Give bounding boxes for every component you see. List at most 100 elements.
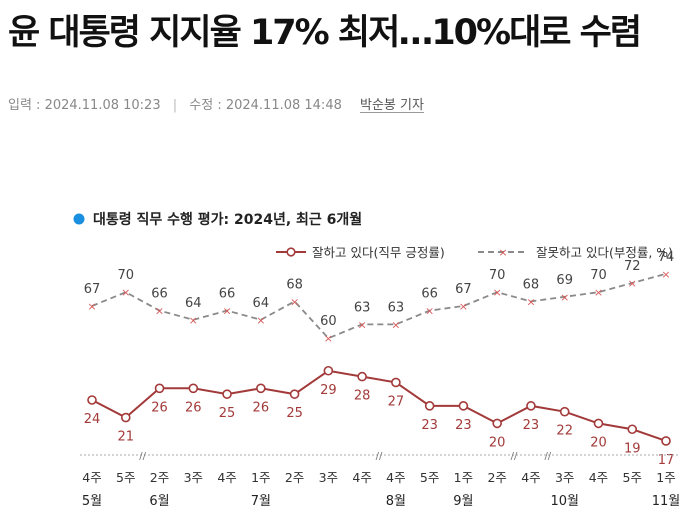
negative-value-label: 63 <box>354 300 371 315</box>
modified-date: 수정 : 2024.11.08 14:48 <box>189 98 342 113</box>
positive-marker <box>627 424 638 435</box>
x-tick-label: 4주 <box>82 470 101 485</box>
negative-value-label: 72 <box>624 259 641 274</box>
series-line-positive <box>91 369 667 442</box>
chart-title-dot <box>73 213 85 225</box>
positive-marker <box>222 389 232 399</box>
positive-value-label: 19 <box>624 441 641 456</box>
legend-label-positive: 잘하고 있다(직무 긍정률) <box>312 245 445 260</box>
x-tick-label: 3주 <box>184 470 203 485</box>
x-month-label: 11월 <box>652 494 681 509</box>
negative-marker: × <box>459 300 468 313</box>
x-tick-label: 2주 <box>285 470 304 485</box>
negative-value-label: 68 <box>286 277 303 292</box>
headline: 윤 대통령 지지율 17% 최저…10%대로 수렴 <box>8 13 642 53</box>
positive-value-label: 21 <box>117 430 134 445</box>
x-month-label: 5월 <box>82 494 102 509</box>
negative-value-label: 70 <box>489 268 506 283</box>
negative-marker: × <box>121 286 130 299</box>
x-tick-label: 4주 <box>217 470 236 485</box>
x-month-label: 6월 <box>149 494 169 509</box>
negative-value-label: 66 <box>151 287 168 302</box>
positive-value-label: 26 <box>253 400 270 415</box>
x-tick-label: 5주 <box>116 470 135 485</box>
x-tick-label: 2주 <box>150 470 169 485</box>
x-tick-label: 5주 <box>420 470 439 485</box>
axis-break-mark: // <box>139 451 146 462</box>
negative-value-label: 64 <box>185 296 202 311</box>
negative-value-label: 67 <box>84 282 101 297</box>
positive-marker <box>188 383 199 394</box>
x-tick-label: 1주 <box>454 470 473 485</box>
meta-divider: | <box>172 98 178 113</box>
axis-break-mark: // <box>544 451 551 462</box>
negative-marker: × <box>87 300 96 313</box>
legend-marker-negative: × <box>498 246 507 259</box>
negative-marker: × <box>222 305 231 318</box>
positive-value-label: 23 <box>421 418 438 433</box>
x-tick-label: 4주 <box>589 470 608 485</box>
positive-marker <box>154 383 165 394</box>
positive-marker <box>424 401 435 411</box>
x-tick-label: 2주 <box>487 470 506 485</box>
positive-marker <box>120 412 131 423</box>
x-tick-label: 4주 <box>386 470 405 485</box>
negative-marker: × <box>560 291 569 304</box>
positive-value-label: 25 <box>286 406 303 421</box>
x-tick-label: 1주 <box>251 470 270 485</box>
negative-value-label: 66 <box>219 287 236 302</box>
negative-value-label: 70 <box>590 268 607 283</box>
reporter-link[interactable]: 박순봉 기자 <box>360 98 424 113</box>
negative-marker: × <box>189 314 198 327</box>
positive-value-label: 26 <box>185 400 202 415</box>
negative-marker: × <box>526 295 535 308</box>
positive-value-label: 27 <box>388 394 405 409</box>
axis-break-mark: // <box>511 451 518 462</box>
negative-marker: × <box>155 305 164 318</box>
positive-value-label: 28 <box>354 389 371 404</box>
positive-value-label: 17 <box>658 453 675 468</box>
positive-marker <box>526 401 536 411</box>
positive-marker <box>661 436 671 446</box>
negative-value-label: 60 <box>320 314 337 329</box>
positive-marker <box>492 418 502 429</box>
positive-value-label: 29 <box>320 383 337 398</box>
positive-marker <box>323 365 334 376</box>
negative-marker: × <box>628 277 637 290</box>
x-tick-label: 4주 <box>521 470 540 485</box>
legend-marker-positive <box>286 247 296 257</box>
positive-marker <box>87 395 97 405</box>
positive-marker <box>458 401 469 411</box>
negative-marker: × <box>594 286 603 299</box>
x-tick-label: 3주 <box>319 470 338 485</box>
negative-marker: × <box>358 318 367 331</box>
negative-marker: × <box>324 332 333 345</box>
positive-value-label: 25 <box>219 406 236 421</box>
positive-marker <box>256 383 266 394</box>
negative-value-label: 67 <box>455 282 472 297</box>
negative-value-label: 63 <box>388 300 405 315</box>
positive-value-label: 20 <box>489 435 506 450</box>
legend-label-negative: 잘못하고 있다(부정률, %) <box>536 245 673 260</box>
chart-title: 대통령 직무 수행 평가: 2024년, 최근 6개월 <box>93 211 362 228</box>
positive-value-label: 22 <box>556 424 573 439</box>
negative-value-label: 69 <box>556 273 573 288</box>
negative-value-label: 70 <box>117 268 134 283</box>
negative-marker: × <box>256 314 265 327</box>
negative-marker: × <box>661 268 670 281</box>
positive-value-label: 26 <box>151 400 168 415</box>
negative-marker: × <box>391 318 400 331</box>
x-month-label: 7월 <box>251 494 271 509</box>
series-line-negative <box>91 272 667 340</box>
input-date: 입력 : 2024.11.08 10:23 <box>8 98 161 113</box>
positive-value-label: 24 <box>84 412 101 427</box>
article-meta: 입력 : 2024.11.08 10:23 | 수정 : 2024.11.08 … <box>8 94 424 113</box>
x-tick-label: 5주 <box>623 470 642 485</box>
positive-marker <box>391 377 401 388</box>
positive-value-label: 23 <box>523 418 540 433</box>
axis-break-mark: // <box>376 451 383 462</box>
x-tick-label: 4주 <box>352 470 371 485</box>
x-tick-label: 3주 <box>555 470 574 485</box>
negative-value-label: 74 <box>658 250 675 265</box>
